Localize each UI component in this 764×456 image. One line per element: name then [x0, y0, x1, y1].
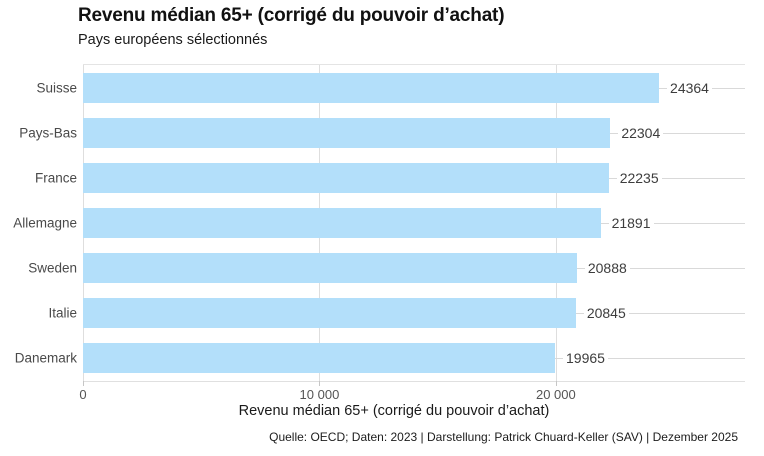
value-label: 19965: [563, 350, 608, 367]
category-label: Italie: [48, 305, 77, 321]
category-label: Sweden: [28, 260, 77, 276]
bar-row: France 22235: [35, 155, 745, 200]
value-label: 24364: [667, 79, 712, 96]
bar-rows: Suisse 24364 Pays-Bas 22304 France 22235 Allem…: [13, 65, 745, 381]
category-label: Pays-Bas: [19, 125, 77, 141]
x-tick-label: 10 000: [299, 387, 340, 402]
value-leader-line: [576, 268, 745, 270]
value-leader-line: [575, 313, 745, 315]
x-tick-label: 20 000: [535, 387, 576, 402]
source-note: Quelle: OECD; Daten: 2023 | Darstellung:…: [269, 430, 738, 444]
value-label: 20845: [583, 305, 629, 322]
bar: [83, 343, 556, 374]
bar-row: Suisse 24364: [36, 65, 745, 110]
category-label: Danemark: [14, 350, 77, 366]
x-axis: 0 10 000 20 000: [79, 381, 745, 403]
bar-row: Italie 20845: [48, 291, 745, 336]
value-leader-line: [555, 358, 745, 360]
bar: [83, 298, 576, 329]
x-tick: [83, 381, 84, 386]
bar: [83, 207, 601, 238]
value-label: 22304: [618, 124, 664, 141]
category-label: France: [34, 170, 77, 186]
bar: [83, 162, 609, 193]
bar-row: Pays-Bas 22304: [19, 110, 745, 155]
x-tick: [555, 381, 557, 386]
value-leader-line: [600, 222, 745, 224]
value-label: 20888: [584, 260, 630, 277]
chart-subtitle: Pays européens sélectionnés: [78, 32, 268, 48]
bar-row: Allemagne 21891: [13, 200, 745, 245]
x-tick: [319, 381, 321, 386]
category-label: Allemagne: [13, 215, 77, 231]
bar: [83, 117, 611, 148]
bar-row: Danemark 19965: [15, 336, 745, 381]
value-leader-line: [608, 177, 745, 179]
bar: [83, 72, 660, 103]
bar: [83, 253, 577, 284]
category-label: Suisse: [36, 80, 77, 96]
value-leader-line: [610, 132, 745, 134]
bar-row: Sweden 20888: [28, 246, 745, 291]
plot-area: Suisse 24364 Pays-Bas 22304 France 22235 Allem…: [13, 64, 745, 382]
x-axis-label: Revenu médian 65+ (corrigé du pouvoir d’…: [238, 403, 550, 419]
value-label: 22235: [616, 169, 662, 186]
value-label: 21891: [608, 214, 654, 231]
x-tick-label: 0: [79, 387, 87, 402]
chart-title: Revenu médian 65+ (corrigé du pouvoir d’…: [78, 5, 505, 26]
